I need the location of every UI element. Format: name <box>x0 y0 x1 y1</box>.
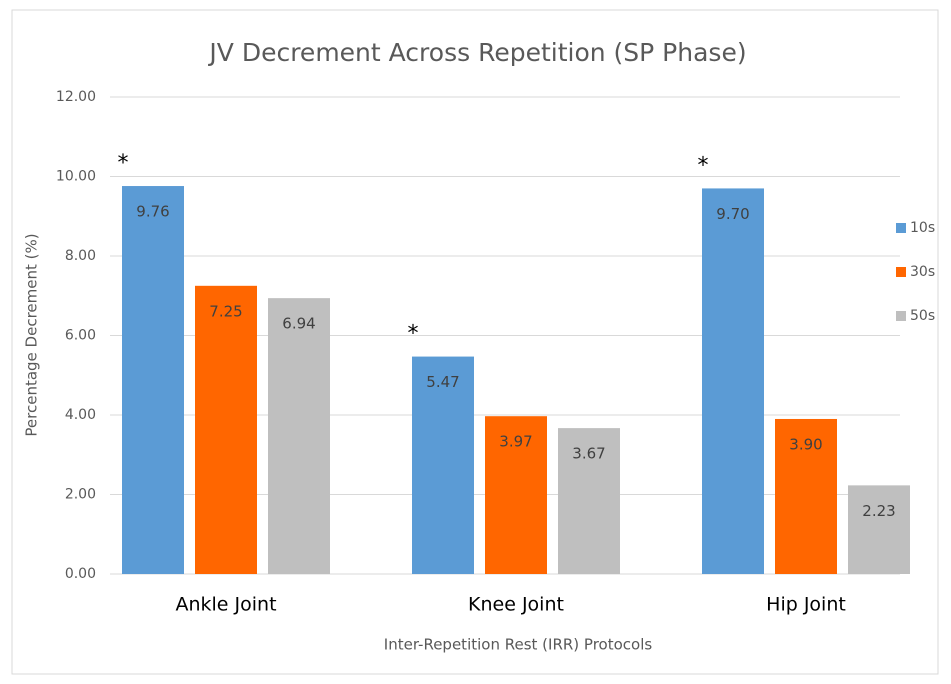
x-tick-label: Hip Joint <box>766 594 846 616</box>
legend-label: 30s <box>910 264 935 280</box>
annotation: * <box>118 151 129 176</box>
annotation: * <box>698 153 709 178</box>
data-label: 6.94 <box>282 315 315 333</box>
bar <box>558 428 620 574</box>
bar <box>485 416 547 574</box>
x-axis-title: Inter-Repetition Rest (IRR) Protocols <box>384 636 653 654</box>
bar <box>412 356 474 574</box>
y-axis-title: Percentage Decrement (%) <box>23 233 41 436</box>
y-tick-label: 10.00 <box>56 169 96 185</box>
legend-swatch <box>896 223 906 233</box>
data-label: 3.67 <box>572 445 605 463</box>
x-tick-label: Knee Joint <box>468 594 564 616</box>
data-label: 9.70 <box>716 205 749 223</box>
data-label: 5.47 <box>426 373 459 391</box>
data-label: 3.97 <box>499 433 532 451</box>
legend-swatch <box>896 267 906 277</box>
y-tick-label: 12.00 <box>56 89 96 105</box>
bar <box>848 485 910 574</box>
data-label: 2.23 <box>862 502 895 520</box>
bar <box>195 285 257 574</box>
legend-label: 10s <box>910 220 935 236</box>
y-tick-label: 2.00 <box>65 487 96 503</box>
legend-swatch <box>896 311 906 321</box>
y-tick-label: 8.00 <box>65 248 96 264</box>
data-label: 7.25 <box>209 302 242 320</box>
annotation: * <box>408 322 419 347</box>
chart-title: JV Decrement Across Repetition (SP Phase… <box>207 38 746 67</box>
bar <box>702 188 764 575</box>
x-tick-label: Ankle Joint <box>175 594 276 616</box>
bar <box>122 186 184 575</box>
bar <box>268 298 330 574</box>
y-tick-label: 0.00 <box>65 566 96 582</box>
y-tick-label: 4.00 <box>65 407 96 423</box>
data-label: 9.76 <box>136 203 169 221</box>
data-label: 3.90 <box>789 435 822 453</box>
y-tick-label: 6.00 <box>65 328 96 344</box>
bar <box>775 418 837 574</box>
legend-label: 50s <box>910 308 935 324</box>
